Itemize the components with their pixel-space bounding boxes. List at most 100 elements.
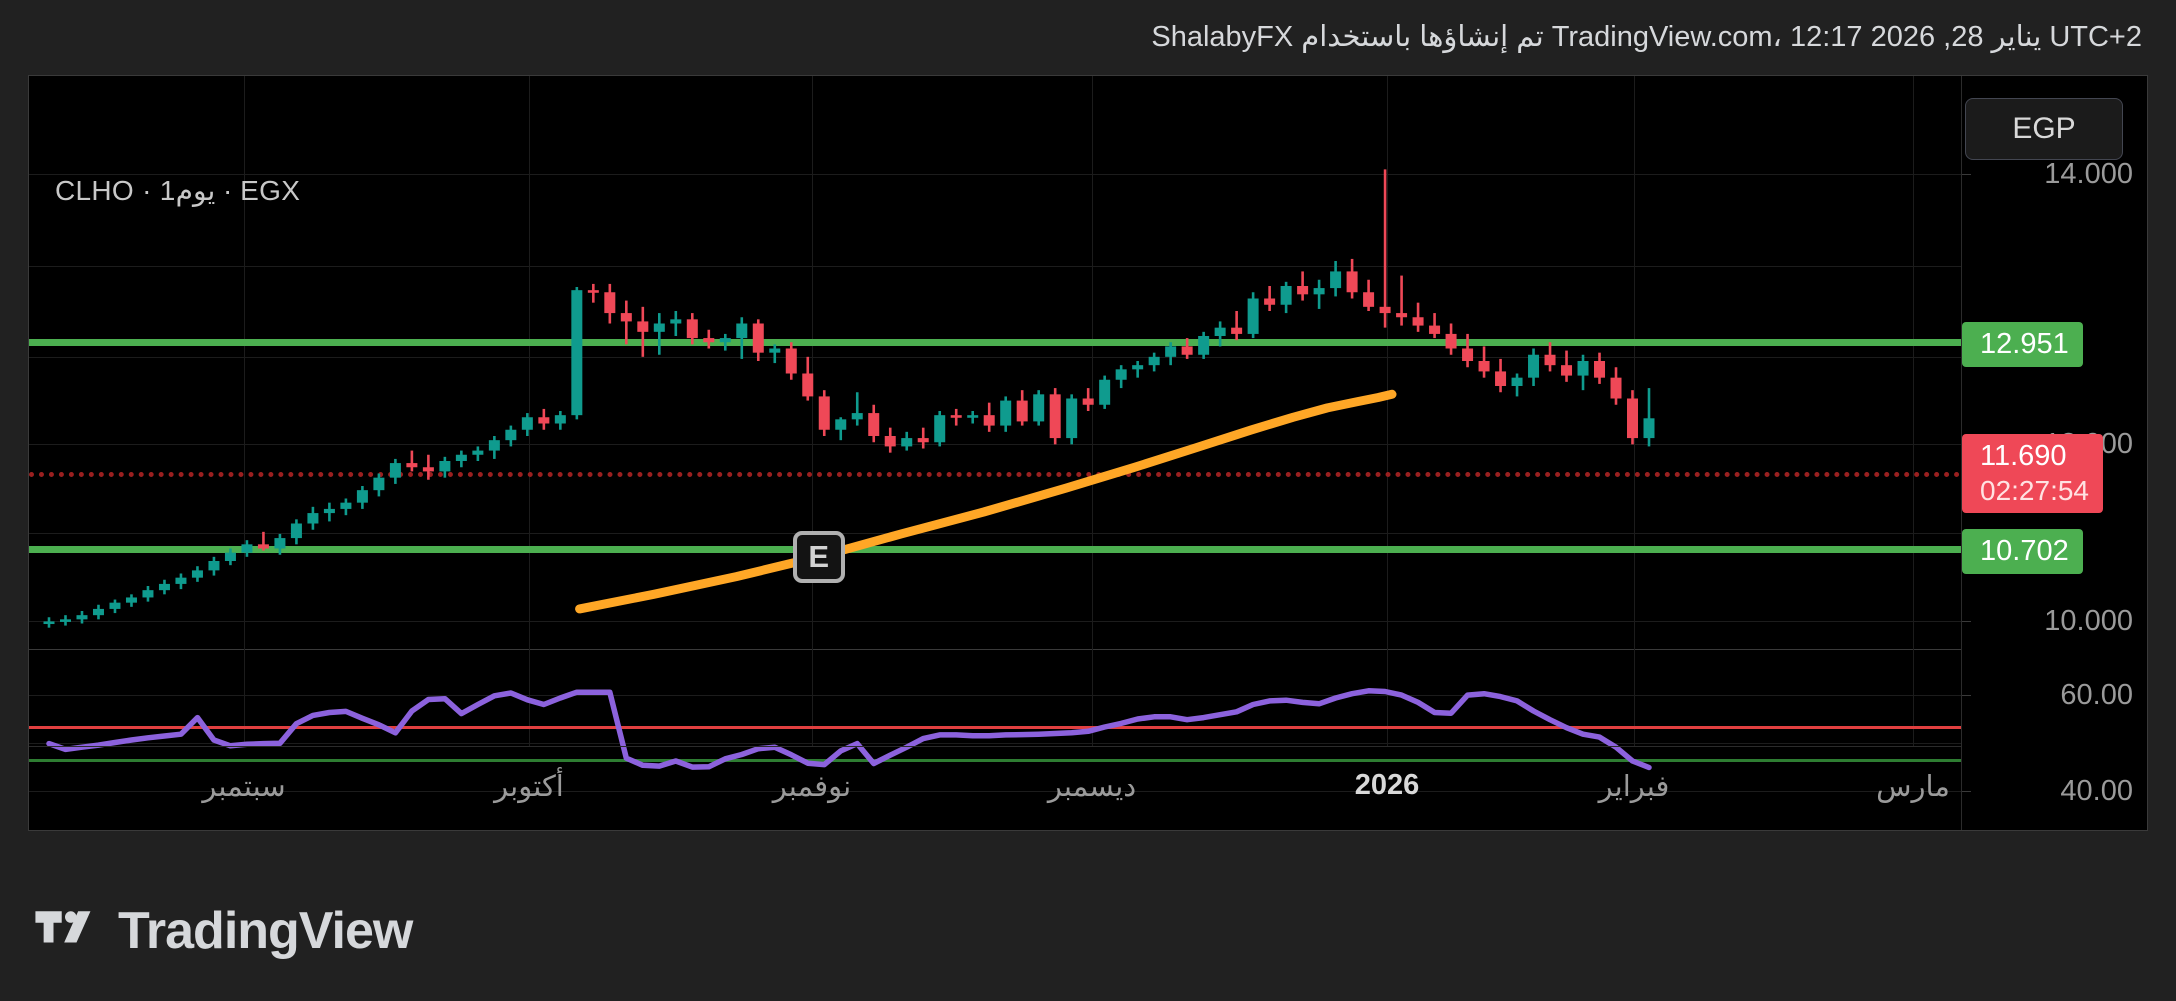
candle-body xyxy=(1627,398,1639,439)
candle-body xyxy=(191,570,203,578)
candle-body xyxy=(670,319,682,324)
tradingview-wordmark: TradingView xyxy=(118,902,413,960)
candle-body xyxy=(1099,379,1111,405)
resistance-line-12951[interactable] xyxy=(29,339,1961,346)
candle-body xyxy=(686,319,698,339)
candle-body xyxy=(59,619,71,622)
e-marker-badge[interactable]: E xyxy=(792,530,845,583)
candle-body xyxy=(1297,286,1309,295)
rsi-tick-label: 40.00 xyxy=(2060,775,2133,807)
candle-body xyxy=(521,417,533,430)
rsi-overbought-line xyxy=(29,726,1961,729)
candle-body xyxy=(1198,336,1210,355)
gridline-vertical xyxy=(1387,76,1388,746)
candle-body xyxy=(1231,327,1243,334)
time-axis-label: 2026 xyxy=(1354,769,1420,801)
candle-body xyxy=(703,338,715,343)
candle-body xyxy=(389,463,401,478)
gridline-vertical xyxy=(529,76,530,746)
candle-body xyxy=(1214,327,1226,336)
candle-body xyxy=(488,440,500,451)
gridline-vertical xyxy=(244,76,245,746)
candle-body xyxy=(1165,346,1177,357)
time-axis[interactable]: سبتمبر أكتوبر نوفمبر ديسمبر 2026 فبراير مارس xyxy=(29,746,1961,830)
candle-body xyxy=(917,438,929,443)
candle-body xyxy=(373,477,385,491)
candle-body xyxy=(356,490,368,503)
gridline-horizontal xyxy=(29,695,1961,696)
candle-body xyxy=(290,523,302,539)
gridline-horizontal xyxy=(29,174,1961,175)
candle-body xyxy=(620,313,632,322)
candle-body xyxy=(835,419,847,430)
attribution-header: ShalabyFX تم إنشاؤها باستخدام TradingVie… xyxy=(0,0,2176,74)
tradingview-footer: TradingView xyxy=(34,901,413,961)
gridline-horizontal xyxy=(29,743,1961,744)
candle-body xyxy=(1313,288,1325,295)
candle-body xyxy=(1330,271,1342,289)
candle-body xyxy=(109,602,121,609)
candle-body xyxy=(241,544,253,553)
candle-body xyxy=(1033,394,1045,422)
price-axis[interactable]: EGP 14.00012.00010.00060.0040.0012.95111… xyxy=(1961,76,2147,830)
candle-body xyxy=(868,413,880,436)
candle-body xyxy=(653,323,665,332)
candle-body xyxy=(1280,286,1292,305)
candle-body xyxy=(274,538,286,549)
current-price-line xyxy=(29,472,1961,477)
candle-body xyxy=(1363,292,1375,307)
rsi-oversold-line xyxy=(29,759,1961,762)
candle-body xyxy=(142,590,154,598)
candle-body xyxy=(439,461,451,472)
candle-body xyxy=(719,338,731,343)
chart-plot-area[interactable]: E CLHO · 1يوم · EGX سبتمبر أكتوبر نوفمبر دي… xyxy=(29,76,1961,830)
candle-body xyxy=(967,415,979,418)
candle-body xyxy=(934,415,946,443)
candle-body xyxy=(604,292,616,314)
support-line-10702[interactable] xyxy=(29,546,1961,553)
candle-body xyxy=(1346,271,1358,293)
candle-body xyxy=(208,561,220,571)
rsi-tick-label: 60.00 xyxy=(2060,679,2133,711)
currency-badge[interactable]: EGP xyxy=(1965,98,2123,160)
candle-body xyxy=(901,438,913,447)
candle-body xyxy=(1561,365,1573,376)
candlestick-series xyxy=(43,169,1655,628)
price-series-canvas xyxy=(43,169,1655,771)
time-axis-label: ديسمبر xyxy=(1047,771,1137,803)
candle-body xyxy=(43,621,55,625)
time-axis-label: سبتمبر xyxy=(202,771,286,803)
candle-body xyxy=(1478,361,1490,372)
candle-body xyxy=(505,429,517,441)
time-axis-label: أكتوبر xyxy=(494,771,564,803)
candle-body xyxy=(92,608,104,616)
candle-body xyxy=(769,348,781,353)
price-tick-mark xyxy=(1962,621,1971,622)
rsi-line xyxy=(46,688,1652,771)
symbol-legend[interactable]: CLHO · 1يوم · EGX xyxy=(55,175,301,206)
pane-separator xyxy=(29,649,1961,650)
gridline-horizontal xyxy=(29,266,1961,267)
candle-body xyxy=(158,583,170,591)
candle-body xyxy=(1412,317,1424,326)
candle-body xyxy=(1379,306,1391,314)
candle-body xyxy=(472,450,484,455)
level-price-badge[interactable]: 10.702 xyxy=(1962,529,2083,574)
candle-body xyxy=(1429,325,1441,334)
candle-body xyxy=(1445,333,1457,349)
candle-body xyxy=(340,502,352,509)
candle-body xyxy=(1594,361,1606,378)
candle-body xyxy=(1544,354,1556,366)
candle-body xyxy=(538,417,550,424)
candle-body xyxy=(802,373,814,397)
gridline-horizontal xyxy=(29,357,1961,358)
bar-countdown: 02:27:54 xyxy=(1980,475,2089,506)
last-price-badge[interactable]: 11.690 02:27:54 xyxy=(1962,434,2103,513)
level-price-badge[interactable]: 12.951 xyxy=(1962,322,2083,367)
candle-body xyxy=(884,436,896,447)
candle-body xyxy=(307,513,319,524)
candle-body xyxy=(851,413,863,420)
chart-frame[interactable]: E CLHO · 1يوم · EGX سبتمبر أكتوبر نوفمبر دي… xyxy=(28,75,2148,831)
candle-body xyxy=(175,577,187,584)
